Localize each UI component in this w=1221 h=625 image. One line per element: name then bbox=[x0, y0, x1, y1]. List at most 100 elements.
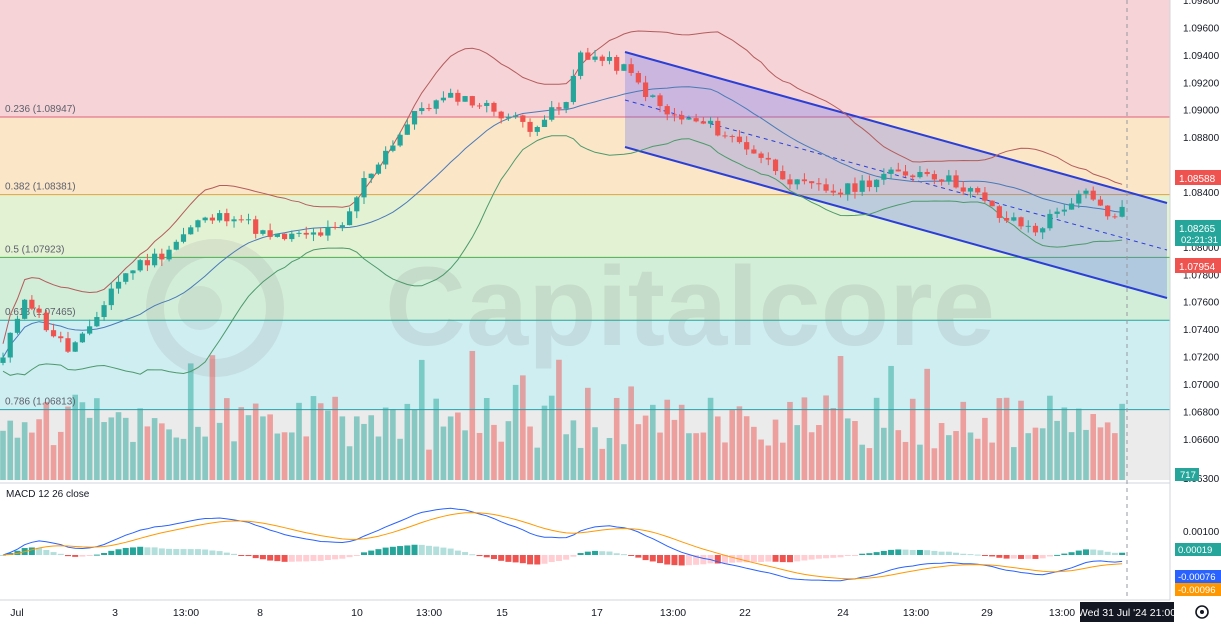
volume-bar bbox=[548, 395, 555, 480]
candle-body bbox=[469, 96, 475, 106]
macd-histogram-bar bbox=[794, 555, 801, 562]
macd-histogram-bar bbox=[79, 555, 86, 557]
volume-bar bbox=[635, 424, 642, 480]
volume-bar bbox=[325, 410, 331, 480]
volume-bar bbox=[224, 398, 230, 480]
macd-histogram-bar bbox=[187, 549, 194, 555]
volume-bar bbox=[426, 449, 432, 480]
volume-bar bbox=[469, 350, 476, 480]
price-tick: 1.06300 bbox=[1183, 474, 1220, 485]
volume-bar bbox=[1025, 433, 1032, 480]
macd-histogram-bar bbox=[361, 552, 367, 555]
volume-bar bbox=[1011, 447, 1017, 480]
candle-body bbox=[65, 338, 71, 352]
price-tick: 1.07600 bbox=[1183, 298, 1220, 309]
macd-histogram-bar bbox=[440, 547, 447, 555]
candle-body bbox=[253, 219, 259, 234]
volume-bar bbox=[180, 438, 187, 480]
volume-bar bbox=[339, 416, 346, 480]
macd-histogram-bar bbox=[758, 555, 765, 562]
macd-histogram-bar bbox=[851, 555, 858, 556]
volume-bar bbox=[953, 431, 959, 480]
candle-body bbox=[498, 111, 504, 119]
volume-bar bbox=[252, 403, 259, 480]
macd-histogram-bar bbox=[844, 555, 851, 556]
candle-body bbox=[1105, 205, 1111, 217]
candle-body bbox=[224, 213, 230, 222]
volume-bar bbox=[664, 399, 671, 480]
candle-body bbox=[448, 92, 454, 98]
price-tick: 1.08800 bbox=[1183, 133, 1220, 144]
candle-body bbox=[736, 136, 743, 143]
macd-histogram-bar bbox=[981, 555, 988, 556]
macd-histogram-bar bbox=[873, 552, 880, 555]
candle-body bbox=[426, 108, 432, 110]
candle-body bbox=[281, 233, 288, 240]
macd-histogram-bar bbox=[505, 555, 512, 562]
candle-body bbox=[592, 56, 598, 60]
candle-body bbox=[563, 102, 569, 109]
candle-body bbox=[881, 173, 887, 180]
macd-histogram-bar bbox=[64, 555, 71, 557]
macd-histogram-bar bbox=[259, 555, 266, 560]
volume-bar bbox=[274, 433, 281, 480]
macd-histogram-bar bbox=[231, 553, 238, 555]
candle-body bbox=[137, 260, 143, 271]
volume-bar bbox=[346, 446, 353, 480]
macd-histogram-bar bbox=[859, 553, 866, 555]
volume-bar bbox=[462, 430, 468, 480]
macd-histogram-bar bbox=[404, 545, 411, 555]
volume-bar bbox=[866, 448, 873, 480]
price-tick: 1.06600 bbox=[1183, 435, 1220, 446]
candle-body bbox=[79, 333, 86, 343]
price-tick: 1.09600 bbox=[1183, 23, 1220, 34]
macd-histogram-bar bbox=[166, 548, 173, 555]
candle-body bbox=[87, 326, 93, 334]
macd-histogram-bar bbox=[194, 549, 201, 555]
macd-histogram-bar bbox=[693, 555, 700, 565]
candle-body bbox=[989, 200, 995, 207]
volume-bar bbox=[447, 416, 454, 480]
volume-bar bbox=[801, 397, 808, 480]
candle-body bbox=[50, 330, 57, 337]
candle-body bbox=[830, 190, 836, 193]
volume-bar bbox=[151, 418, 158, 480]
candle-body bbox=[43, 312, 49, 331]
macd-histogram-bar bbox=[1046, 555, 1053, 557]
price-tick: 1.08000 bbox=[1183, 243, 1220, 254]
candle-body bbox=[1040, 228, 1046, 233]
volume-bar bbox=[491, 424, 497, 480]
candle-body bbox=[318, 232, 324, 236]
candle-body bbox=[664, 106, 670, 115]
candle-body bbox=[274, 233, 280, 237]
candle-body bbox=[267, 230, 273, 237]
volume-bar bbox=[859, 444, 865, 480]
volume-bar bbox=[296, 402, 302, 480]
macd-badge bbox=[1175, 583, 1221, 596]
volume-bar bbox=[29, 432, 35, 480]
candle-body bbox=[354, 197, 360, 212]
macd-histogram-bar bbox=[996, 555, 1003, 558]
bb-basis bbox=[2, 86, 1123, 358]
candle-body bbox=[787, 179, 793, 185]
time-axis[interactable]: Jul 3 13:00 8 10 13:00 15 17 13:00 22 24 13:00 29 13:… bbox=[10, 607, 1075, 619]
time-tick: 29 bbox=[981, 607, 993, 619]
macd-tick: 0.00100 bbox=[1183, 527, 1220, 538]
candle-body bbox=[14, 318, 21, 333]
volume-bar bbox=[714, 416, 721, 480]
volume-bar bbox=[1104, 422, 1111, 480]
candle-body bbox=[657, 95, 663, 107]
candle-body bbox=[823, 184, 829, 191]
volume-bar bbox=[772, 419, 779, 480]
macd-histogram-bar bbox=[613, 553, 620, 555]
price-axis[interactable]: 1.09800 1.09600 1.09400 1.09200 1.09000 1.088… bbox=[1175, 0, 1221, 596]
macd-histogram-bar bbox=[252, 555, 259, 559]
candles bbox=[0, 47, 1125, 366]
descending-channel[interactable] bbox=[624, 51, 1168, 299]
settings-icon[interactable] bbox=[1195, 605, 1209, 619]
bb-upper bbox=[2, 30, 1123, 344]
macd-histogram-bar bbox=[664, 555, 671, 565]
candle-body bbox=[58, 336, 64, 339]
macd-histogram-bar bbox=[563, 555, 570, 560]
macd-histogram-bar bbox=[772, 555, 779, 562]
